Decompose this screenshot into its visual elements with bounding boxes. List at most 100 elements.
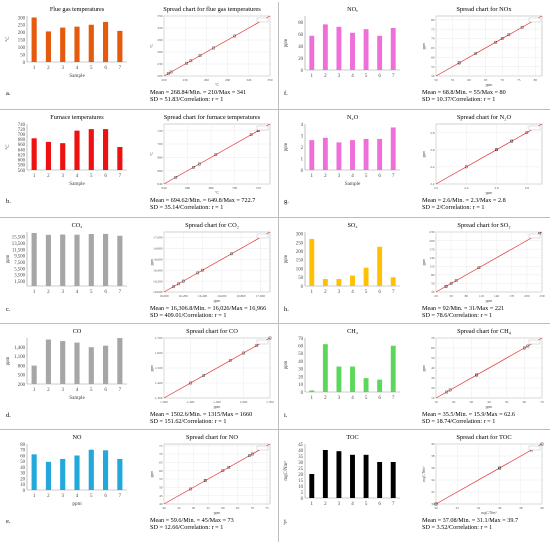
data-point [174, 176, 178, 179]
bar [31, 138, 37, 170]
x-tick-label: 4 [351, 502, 354, 507]
bar [309, 35, 315, 70]
bar [88, 129, 94, 170]
spread-stats: Mean = 35.5/Min. = 15.9/Max = 62.6 SD = 1… [422, 411, 515, 425]
bar-chart-title: TOC [346, 434, 358, 441]
x-tick-label: 6 [378, 502, 381, 507]
x-tick-label: 290 [225, 78, 230, 82]
y-tick-label: 20 [20, 477, 25, 482]
bar [88, 234, 94, 286]
x-axis-label: Sample [69, 395, 85, 401]
data-point [500, 37, 504, 40]
y-axis-label: ppm [422, 43, 426, 50]
y-tick-label: 640 [18, 148, 26, 153]
data-point [185, 61, 188, 65]
bar [117, 338, 123, 384]
x-axis-label: ppm [214, 405, 221, 409]
data-point [507, 33, 511, 37]
stats-line: SD = 51.83/Correlation: r = 1 [150, 96, 224, 104]
x-tick-label: 2 [47, 290, 50, 295]
y-tick-label: 50 [20, 460, 25, 465]
bar [322, 344, 328, 392]
bar [390, 462, 396, 498]
y-tick-label: 20 [431, 386, 435, 390]
bar [88, 347, 94, 384]
identity-line [435, 337, 543, 399]
y-tick-label: 30 [298, 368, 303, 373]
bar [60, 143, 66, 170]
x-tick-label: 70 [540, 400, 544, 404]
x-axis-label: ppm [72, 501, 81, 507]
y-tick-label: 720 [18, 128, 26, 133]
bar [390, 345, 396, 392]
x-tick-label: 60 [523, 400, 527, 404]
x-axis-label: °C [215, 83, 220, 87]
x-axis-label: Sample [345, 181, 361, 187]
y-tick-label: 50 [298, 352, 303, 357]
y-tick-label: 70 [159, 452, 163, 456]
y-tick-label: 32 [431, 490, 435, 494]
bar [390, 28, 396, 70]
x-tick-label: 17,000 [256, 294, 266, 299]
y-tick-label: 16,800 [153, 247, 163, 252]
x-tick-label: 2 [324, 502, 327, 507]
bar-chart: Flue gas temperatures 0 50 100 150 200 250 300 °… [6, 6, 127, 79]
y-tick-label: 1,400 [14, 346, 25, 351]
x-tick-label: 60 [221, 506, 225, 510]
x-tick-label: 2.2 [434, 186, 439, 190]
x-tick-label: 80 [534, 78, 538, 82]
data-point [166, 72, 170, 75]
x-axis-label: ppm [214, 299, 221, 303]
x-tick-label: 55 [451, 78, 455, 82]
identity-line [163, 15, 271, 77]
x-tick-label: 20 [434, 294, 438, 298]
y-tick-label: 40 [159, 502, 163, 506]
legend-box [256, 17, 269, 23]
x-tick-label: 6 [104, 388, 107, 393]
x-tick-label: 7 [392, 396, 395, 401]
data-point [177, 282, 180, 286]
x-tick-label: 7 [119, 290, 122, 295]
bar [117, 30, 123, 62]
y-tick-label: 10 [298, 485, 303, 490]
y-axis-label: ppm [6, 356, 11, 365]
y-tick-label: 60 [159, 469, 163, 473]
x-tick-label: 70 [501, 78, 505, 82]
bar [103, 233, 109, 286]
data-point [540, 442, 544, 446]
spread-chart-title: Spread chart for SO₂ [457, 222, 510, 229]
y-tick-label: 140 [429, 256, 434, 260]
bar [31, 365, 37, 384]
y-tick-label: 20 [298, 375, 303, 380]
x-tick-label: 320 [246, 78, 251, 82]
data-point [196, 271, 200, 275]
x-tick-label: 3 [338, 502, 341, 507]
y-tick-label: 70 [20, 449, 25, 454]
stats-line: SD = 409.01/Correlation: r = 1 [150, 312, 227, 320]
x-tick-label: 3 [61, 494, 64, 499]
x-tick-label: 40 [162, 506, 166, 510]
spread-stats: Mean = 1502.6/Min. = 1315/Max = 1660 SD =… [150, 411, 252, 425]
column-divider [278, 2, 279, 542]
y-tick-label: 80 [20, 443, 25, 448]
bar [60, 27, 66, 62]
y-tick-label: 35 [298, 455, 303, 460]
bar-chart: SO₂ 0 50 100 150 200 250 300 ppm 1 2 3 4 5 6 7 [284, 222, 400, 295]
stats-line: SD = 151.62/Correlation: r = 1 [150, 418, 227, 426]
x-tick-label: 4 [351, 74, 354, 79]
y-tick-label: 200 [429, 239, 434, 243]
y-tick-label: 580 [18, 164, 26, 169]
bar [350, 140, 355, 170]
data-point [526, 344, 530, 348]
y-tick-label: 40 [298, 360, 303, 365]
y-axis-label: ppm [6, 254, 11, 263]
legend-box [528, 339, 541, 345]
x-tick-label: 1 [311, 174, 314, 179]
data-point [172, 285, 175, 288]
spread-chart-title: Spread chart for NO [186, 434, 238, 441]
y-axis-label: mgC/Nm³ [422, 466, 426, 482]
data-point [434, 502, 438, 506]
x-tick-label: 2 [47, 66, 50, 71]
bar [103, 129, 109, 170]
x-tick-label: 65 [484, 78, 488, 82]
